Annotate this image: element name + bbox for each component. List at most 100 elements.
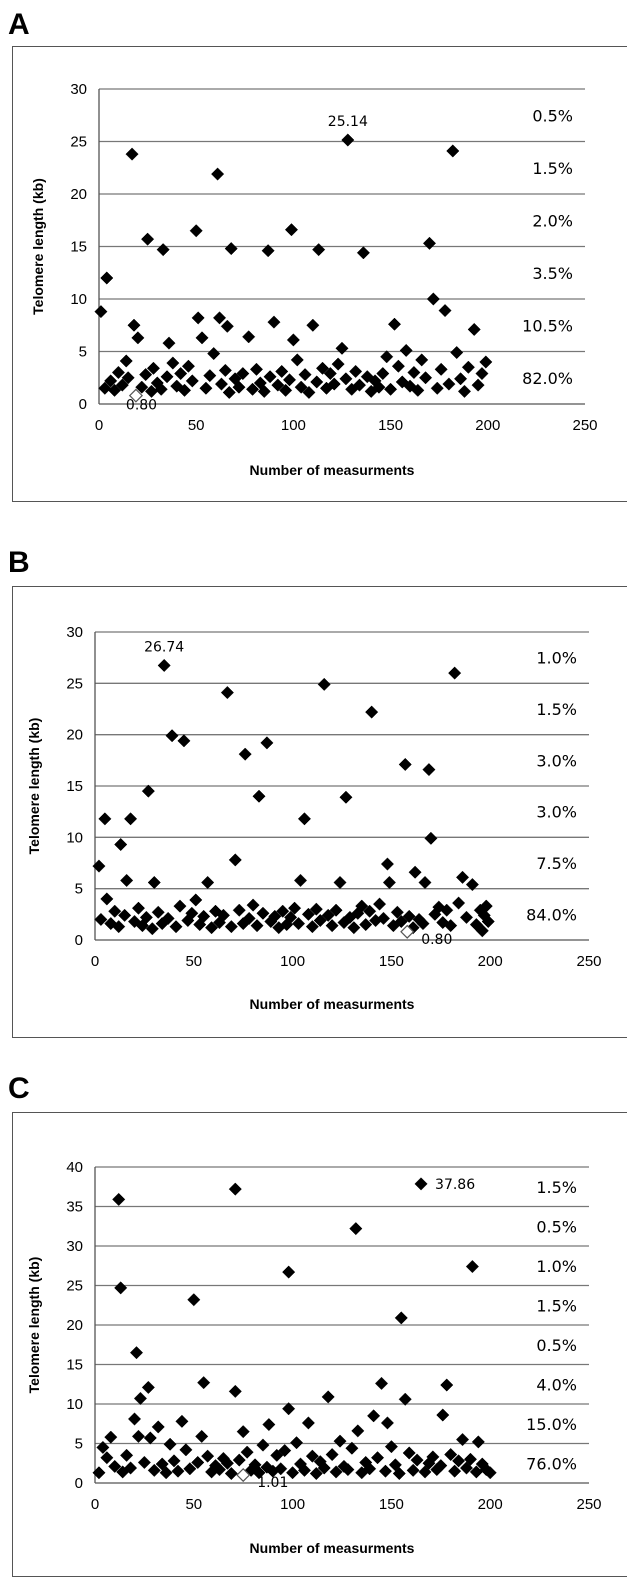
data-point-marker	[376, 911, 391, 925]
data-point-marker	[162, 336, 176, 350]
data-point-marker	[355, 899, 369, 913]
data-point-marker	[191, 1455, 205, 1470]
data-point-marker	[291, 917, 306, 931]
data-point-marker	[135, 380, 149, 394]
data-point-marker	[450, 345, 464, 360]
data-point-marker	[216, 908, 230, 922]
x-tick-label: 250	[576, 953, 601, 970]
data-point-marker	[238, 747, 252, 761]
data-point-marker	[380, 350, 394, 364]
percent-label: 1.5%	[536, 1178, 577, 1197]
data-point-marker	[415, 353, 429, 367]
data-point-marker	[222, 385, 236, 400]
data-point-marker	[175, 1414, 189, 1428]
data-point-marker	[124, 1461, 138, 1475]
x-tick-label: 250	[572, 417, 597, 434]
min-point-marker	[128, 388, 143, 403]
data-point-marker	[195, 1429, 209, 1443]
data-point-marker	[438, 303, 452, 318]
scatter-chart-a: 0 5 10 15 20 25 30 0 50 100 150 200 250 Number of mea…	[30, 81, 598, 478]
data-point-marker	[333, 1434, 347, 1448]
data-point-marker	[92, 1466, 106, 1480]
data-point-marker	[446, 144, 460, 158]
percent-label: 1.5%	[536, 1296, 577, 1315]
data-point-marker	[271, 378, 285, 392]
data-point-marker	[309, 902, 323, 916]
y-tick-label: 35	[66, 1199, 83, 1216]
data-point-marker	[165, 729, 179, 743]
data-point-marker	[218, 363, 232, 377]
data-point-marker	[309, 1466, 323, 1481]
data-point-marker	[282, 1402, 296, 1416]
data-point-marker	[98, 381, 112, 395]
data-point-marker	[154, 382, 168, 396]
data-point-marker	[313, 913, 327, 928]
data-point-marker	[195, 331, 209, 345]
x-tick-label: 200	[475, 417, 500, 434]
x-tick-label: 200	[478, 1496, 503, 1513]
y-tick-label: 5	[79, 344, 87, 361]
data-point-marker	[422, 236, 437, 250]
data-point-marker	[179, 1443, 193, 1457]
data-point-marker	[457, 384, 472, 398]
data-point-marker	[297, 812, 312, 826]
data-point-marker	[479, 899, 493, 913]
y-tick-label: 15	[70, 239, 87, 256]
annotation-label: 37.86	[435, 1177, 475, 1193]
data-point-marker	[131, 331, 145, 345]
y-tick-label: 20	[66, 1317, 83, 1334]
data-point-marker	[191, 311, 205, 325]
x-tick-label: 100	[280, 1496, 305, 1513]
data-point-marker	[440, 1378, 454, 1392]
data-point-marker	[278, 1444, 292, 1458]
data-point-marker	[331, 357, 345, 371]
panel-label-c: C	[8, 1072, 30, 1105]
data-point-marker	[207, 347, 221, 361]
data-point-marker	[418, 875, 432, 890]
y-tick-label: 30	[70, 81, 87, 98]
data-point-marker	[256, 906, 270, 920]
data-point-marker	[440, 903, 454, 917]
data-point-marker	[119, 354, 133, 368]
percent-label: 1.0%	[536, 649, 577, 668]
data-point-marker	[339, 790, 353, 804]
data-point-marker	[349, 1222, 363, 1236]
scatter-chart-b: 0 5 10 15 20 25 30 0 50 100 150 200 250 Number of mea…	[26, 624, 602, 1012]
data-point-marker	[282, 373, 297, 387]
data-point-marker	[372, 380, 386, 394]
data-point-marker	[422, 763, 436, 777]
data-point-marker	[335, 341, 349, 355]
data-point-marker	[127, 318, 141, 332]
data-point-marker	[459, 910, 474, 924]
min-point-marker	[236, 1467, 251, 1483]
data-point-marker	[100, 271, 114, 285]
data-point-marker	[286, 1466, 300, 1480]
data-point-marker	[284, 910, 298, 924]
data-point-marker	[228, 1182, 242, 1196]
data-point-marker	[290, 353, 304, 367]
chart-frame-a: 0 5 10 15 20 25 30 0 50 100 150 200 250 Number of mea…	[12, 46, 627, 502]
x-tick-label: 100	[280, 953, 305, 970]
data-point-marker	[151, 905, 165, 919]
data-point-marker	[211, 167, 225, 181]
y-tick-label: 25	[70, 134, 87, 151]
data-point-marker	[252, 1466, 266, 1480]
y-tick-label: 30	[66, 624, 83, 641]
data-point-marker	[263, 370, 277, 384]
annotation-label: 25.14	[328, 114, 368, 130]
data-point-marker	[145, 922, 159, 936]
y-tick-label: 5	[75, 881, 83, 898]
data-point-marker	[371, 1451, 385, 1465]
data-point-marker	[199, 381, 213, 395]
data-point-marker	[391, 359, 405, 373]
data-point-marker	[408, 865, 422, 879]
x-tick-label: 50	[185, 953, 202, 970]
data-point-marker	[359, 918, 373, 932]
data-point-marker	[224, 1466, 238, 1481]
data-point-marker	[121, 371, 135, 385]
data-point-marker	[181, 359, 195, 373]
data-point-marker	[161, 911, 175, 925]
data-point-marker	[363, 1462, 377, 1476]
x-tick-label: 150	[378, 417, 403, 434]
percent-label: 0.5%	[532, 106, 573, 125]
